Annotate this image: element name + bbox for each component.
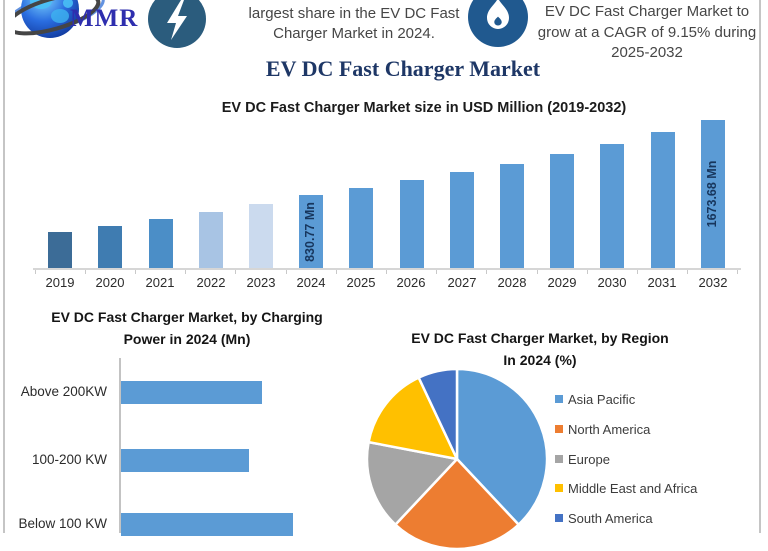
- x-label-2019: 2019: [45, 275, 75, 290]
- market-size-chart: 2019 2020 2021 2022 2023 2024 830.77 Mn 2025 202…: [33, 120, 741, 290]
- x-label-2023: 2023: [246, 275, 276, 290]
- axis-tick: [35, 270, 36, 274]
- bar-2030: [600, 144, 624, 268]
- bar-2024: [299, 195, 323, 268]
- category-label-0: Above 200KW: [20, 384, 107, 399]
- axis-tick: [637, 270, 638, 274]
- x-label-2026: 2026: [396, 275, 426, 290]
- region-title-line: EV DC Fast Charger Market, by Region: [411, 330, 669, 346]
- bar-2032: [701, 120, 725, 268]
- pie-slice-middle-east-and-africa: [367, 376, 459, 461]
- hbar-1: [121, 449, 249, 472]
- axis-tick: [687, 270, 688, 274]
- charging-power-chart: Above 200KW 100-200 KW Below 100 KW: [18, 358, 293, 536]
- x-label-2027: 2027: [447, 275, 477, 290]
- charging-power-title-line: Power in 2024 (Mn): [123, 330, 251, 347]
- region-pie-chart: [365, 367, 549, 551]
- callout-line: 2025-2032: [611, 44, 683, 61]
- logo-text: MMR: [70, 5, 139, 32]
- x-label-2022: 2022: [196, 275, 226, 290]
- x-label-2029: 2029: [547, 275, 577, 290]
- hbar-0: [121, 381, 262, 404]
- hbar-2: [121, 513, 293, 536]
- category-label-2: Below 100 KW: [18, 516, 107, 531]
- bar-2027: [450, 172, 474, 268]
- axis-tick: [737, 270, 738, 274]
- category-label-1: 100-200 KW: [31, 452, 107, 467]
- legend-swatch-1: [555, 425, 563, 433]
- left-border: [3, 0, 5, 533]
- lightning-icon: [148, 0, 206, 48]
- callout-largest-share: largest share in the EV DC Fast Charger …: [237, 4, 471, 44]
- pie-slice-asia-pacific: [455, 367, 549, 526]
- axis-tick: [386, 270, 387, 274]
- bar-2021: [149, 219, 173, 268]
- x-label-2031: 2031: [647, 275, 677, 290]
- legend-swatch-0: [555, 395, 563, 403]
- bar-2023: [249, 204, 273, 268]
- x-label-2032: 2032: [698, 275, 728, 290]
- legend-label-0: Asia Pacific: [568, 392, 636, 407]
- page-title: EV DC Fast Charger Market: [265, 56, 541, 81]
- bar-2020: [98, 226, 122, 268]
- legend-swatch-3: [555, 484, 563, 492]
- bar-2025: [349, 188, 373, 268]
- infographic: MMR largest share in the EV DC Fast Char…: [3, 0, 767, 551]
- bar-2029: [550, 154, 574, 268]
- region-chart-title: EV DC Fast Charger Market, by Region In …: [392, 327, 688, 371]
- right-border: [759, 0, 761, 533]
- pie-slice-south-america: [417, 367, 459, 461]
- flame-icon: [468, 0, 528, 47]
- axis-tick: [286, 270, 287, 274]
- bar-2028: [500, 164, 524, 268]
- bar-2022: [199, 212, 223, 268]
- x-label-2025: 2025: [346, 275, 376, 290]
- bar-2031: [651, 132, 675, 268]
- x-label-2028: 2028: [497, 275, 527, 290]
- x-label-2020: 2020: [95, 275, 125, 290]
- axis-tick: [436, 270, 437, 274]
- region-legend: Asia Pacific North America Europe Middle Ea…: [555, 392, 698, 526]
- legend-label-3: Middle East and Africa: [568, 481, 698, 496]
- axis-tick: [235, 270, 236, 274]
- region-title-line: In 2024 (%): [503, 352, 577, 368]
- x-axis-line: [33, 268, 741, 270]
- x-label-2021: 2021: [145, 275, 175, 290]
- legend-swatch-4: [555, 514, 563, 522]
- callout-cagr: EV DC Fast Charger Market to grow at a C…: [527, 2, 767, 64]
- charging-power-title-line: EV DC Fast Charger Market, by Charging: [51, 309, 323, 325]
- legend-swatch-2: [555, 455, 563, 463]
- x-label-2024: 2024: [296, 275, 326, 290]
- axis-tick: [85, 270, 86, 274]
- axis-tick: [336, 270, 337, 274]
- bar-2026: [400, 180, 424, 268]
- x-label-2030: 2030: [597, 275, 627, 290]
- axis-tick: [486, 270, 487, 274]
- legend-label-1: North America: [568, 422, 651, 437]
- charging-power-chart-title: EV DC Fast Charger Market, by Charging P…: [10, 307, 364, 350]
- callout-line: Charger Market in 2024.: [273, 25, 435, 42]
- axis-tick: [135, 270, 136, 274]
- axis-tick: [185, 270, 186, 274]
- callout-line: EV DC Fast Charger Market to: [544, 3, 750, 20]
- callout-line: grow at a CAGR of 9.15% during: [537, 23, 757, 41]
- axis-tick: [587, 270, 588, 274]
- globe-icon: [15, 0, 105, 38]
- callout-line: largest share in the EV DC Fast: [248, 5, 460, 22]
- market-size-chart-title: EV DC Fast Charger Market size in USD Mi…: [221, 100, 627, 116]
- bar-2019: [48, 232, 72, 268]
- y-axis-line: [119, 358, 121, 533]
- legend-label-4: South America: [568, 511, 653, 526]
- axis-tick: [537, 270, 538, 274]
- pie-slice-europe: [365, 440, 459, 526]
- legend-label-2: Europe: [568, 452, 610, 467]
